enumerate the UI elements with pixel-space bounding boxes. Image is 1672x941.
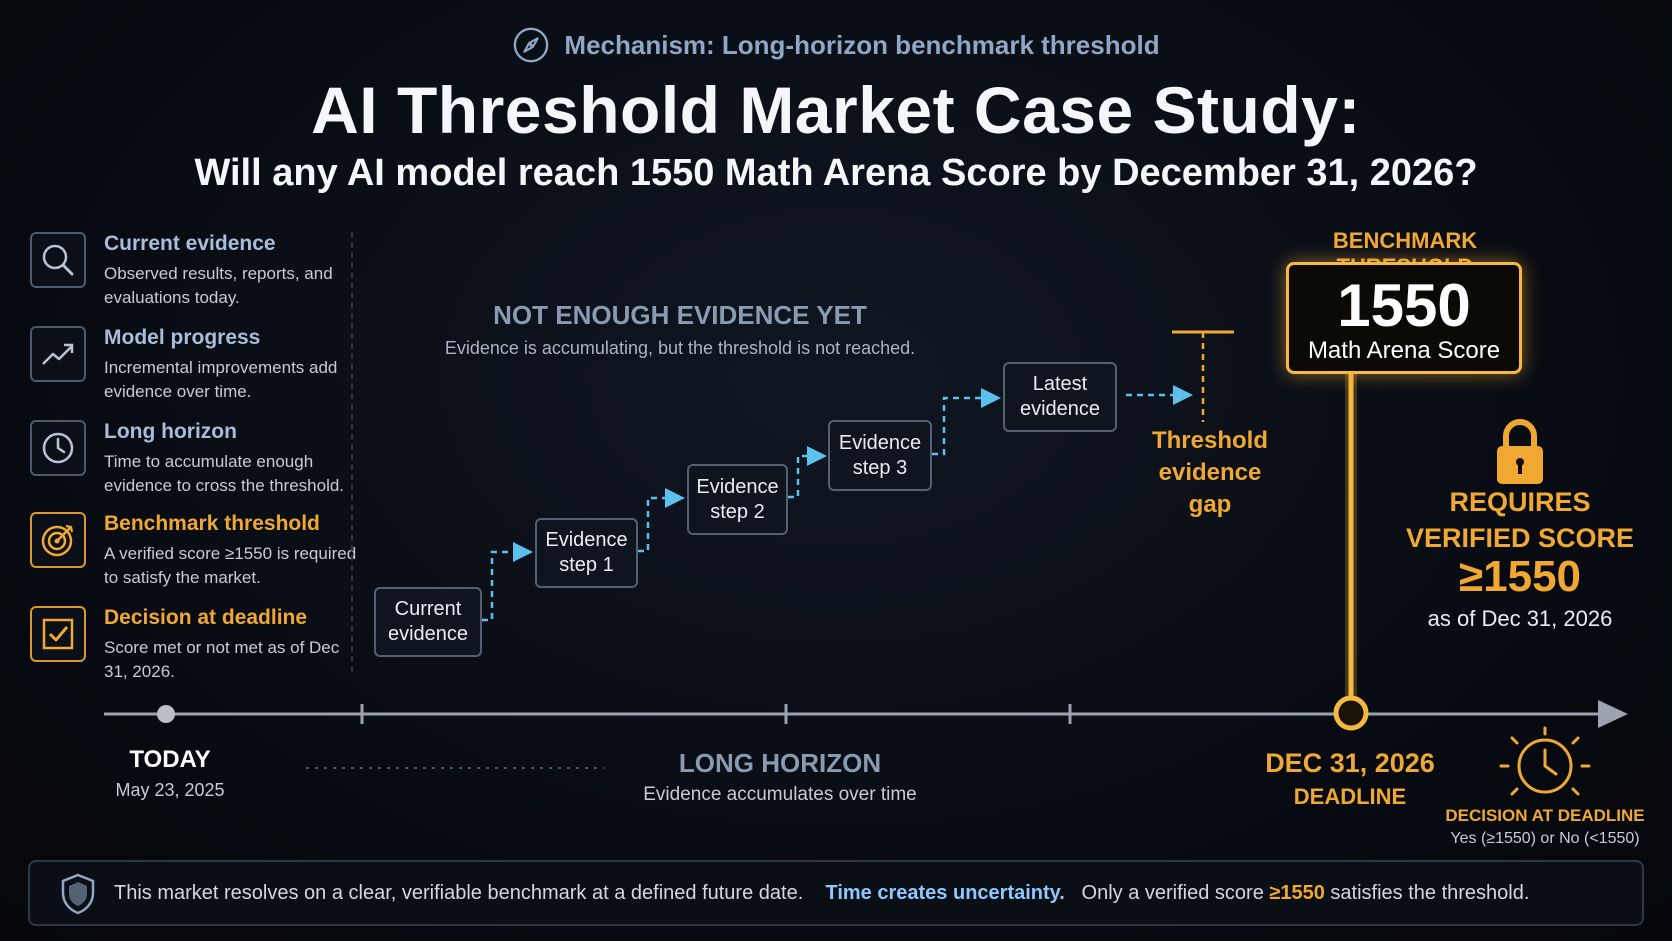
decision-at-deadline-label: DECISION AT DEADLINE [1445, 806, 1645, 825]
trend-up-icon [30, 326, 86, 382]
evidence-step-latest: Latest evidence [1003, 362, 1117, 432]
timeline-arrowhead [1598, 700, 1628, 728]
sidebar-item-title: Current evidence [104, 232, 276, 255]
evidence-step-current: Current evidence [374, 587, 482, 657]
sidebar-item-desc: Observed results, reports, and evaluatio… [104, 264, 333, 307]
threshold-value: 1550 [1337, 272, 1471, 339]
sidebar-item-desc: Score met or not met as of Dec 31, 2026. [104, 638, 340, 681]
footer-part5: satisfies the threshold. [1330, 881, 1530, 904]
footer-banner: This market resolves on a clear, verifia… [28, 860, 1644, 926]
evidence-step-3: Evidence step 3 [828, 420, 932, 491]
long-horizon-desc: Evidence accumulates over time [643, 784, 917, 805]
connector-arrow [638, 488, 685, 553]
step-label-line2: step 1 [559, 554, 614, 576]
sidebar-item-current-evidence: Current evidence Observed results, repor… [30, 232, 350, 324]
footer-part2: Time creates uncertainty. [825, 881, 1065, 904]
sidebar-item-model-progress: Model progress Incremental improvements … [30, 326, 350, 418]
threshold-unit: Math Arena Score [1307, 337, 1501, 364]
mechanism-label: Mechanism: Long-horizon benchmark thresh… [564, 29, 1160, 60]
evidence-status-desc: Evidence is accumulating, but the thresh… [444, 338, 916, 358]
step-label-line1: Evidence [545, 529, 628, 551]
search-icon [30, 232, 86, 288]
today-marker [157, 705, 175, 723]
decision-at-deadline-desc: Yes (≥1550) or No (<1550) [1450, 830, 1640, 847]
sidebar-item-decision-at-deadline: Decision at deadline Score met or not me… [30, 606, 350, 698]
sidebar-item-desc: A verified score ≥1550 is required to sa… [104, 544, 357, 587]
sidebar-item-title: Decision at deadline [104, 606, 308, 629]
page-title: AI Threshold Market Case Study: [311, 73, 1361, 147]
connector-arrow [788, 446, 827, 499]
step-label-line2: evidence [1019, 398, 1101, 420]
alarm-clock-icon [1499, 726, 1591, 796]
sidebar-item-long-horizon: Long horizon Time to accumulate enough e… [30, 420, 350, 512]
page-subtitle: Will any AI model reach 1550 Math Arena … [194, 152, 1478, 194]
footer-part1: This market resolves on a clear, verifia… [114, 881, 804, 904]
threshold-gap-label: Threshold evidence gap [1140, 425, 1280, 521]
today-date: May 23, 2025 [115, 780, 225, 800]
compass-icon [514, 27, 549, 63]
evidence-step-2: Evidence step 2 [687, 464, 788, 535]
connector-arrow [482, 542, 533, 622]
sidebar-item-title: Model progress [104, 326, 261, 349]
today-label: TODAY [129, 746, 211, 773]
target-icon [30, 512, 86, 568]
step-label-line1: Evidence [838, 431, 922, 454]
long-horizon-title: LONG HORIZON [678, 748, 882, 778]
step-label-line1: Evidence [696, 475, 779, 498]
lock-icon [1497, 419, 1543, 484]
gap-label-line2: evidence [1158, 459, 1262, 486]
footer-part3: Only a verified score [1081, 881, 1264, 904]
step-label-line2: evidence [387, 623, 469, 645]
evidence-step-1: Evidence step 1 [535, 518, 638, 588]
mechanism-header: Mechanism: Long-horizon benchmark thresh… [0, 26, 1672, 64]
deadline-date: DEC 31, 2026 [1265, 748, 1435, 778]
requires-asof: as of Dec 31, 2026 [1427, 606, 1613, 631]
requires-value: ≥1550 [1458, 552, 1582, 601]
deadline-marker [1333, 695, 1369, 731]
evidence-status-title: NOT ENOUGH EVIDENCE YET [493, 300, 867, 330]
requires-label: REQUIRES VERIFIED SCORE [1400, 484, 1640, 556]
checkbox-icon [30, 606, 86, 662]
footer-part4: ≥1550 [1269, 881, 1325, 904]
gap-label-line1: Threshold [1151, 427, 1268, 454]
shield-icon [61, 873, 95, 915]
sidebar-item-desc: Incremental improvements add evidence ov… [104, 358, 338, 401]
sidebar-item-desc: Time to accumulate enough evidence to cr… [104, 452, 345, 495]
step-label-line1: Latest [1032, 373, 1088, 395]
connector-arrow [932, 388, 1001, 456]
requires-line2: VERIFIED SCORE [1405, 523, 1635, 553]
gap-label-line3: gap [1188, 491, 1232, 518]
step-label-line2: step 3 [852, 456, 908, 479]
sidebar-item-benchmark-threshold: Benchmark threshold A verified score ≥15… [30, 512, 356, 604]
requires-line1: REQUIRES [1449, 487, 1591, 517]
benchmark-threshold-box: 1550 Math Arena Score [1286, 262, 1522, 374]
deadline-label: DEADLINE [1293, 784, 1407, 809]
clock-icon [30, 420, 86, 476]
footer-text: This market resolves on a clear, verifia… [114, 882, 1529, 905]
sidebar-item-title: Long horizon [104, 420, 237, 443]
sidebar-item-title: Benchmark threshold [104, 512, 320, 535]
step-label-line2: step 2 [710, 500, 765, 523]
step-label-line1: Current [394, 598, 462, 620]
sidebar-divider [351, 232, 353, 672]
